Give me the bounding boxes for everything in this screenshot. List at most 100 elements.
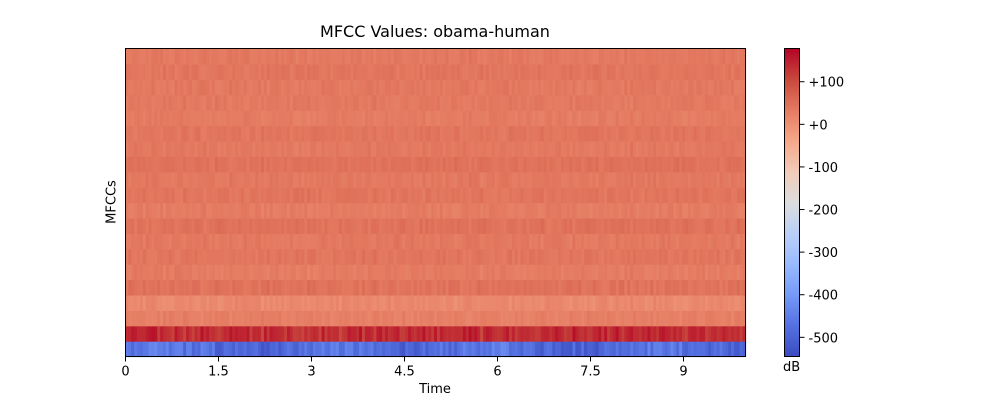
heatmap-cell	[670, 217, 674, 234]
heatmap-cell	[359, 233, 363, 250]
heatmap-cell	[684, 94, 689, 111]
heatmap-cell	[483, 310, 487, 327]
heatmap-cell	[370, 110, 375, 127]
heatmap-cell	[180, 140, 184, 157]
heatmap-cell	[304, 310, 308, 327]
heatmap-cell	[578, 94, 582, 111]
heatmap-cell	[162, 110, 167, 127]
heatmap-cell	[635, 341, 640, 358]
heatmap-cell	[321, 341, 326, 358]
heatmap-cell	[549, 264, 553, 281]
heatmap-cell	[252, 202, 256, 219]
heatmap-cell	[137, 110, 141, 127]
heatmap-cell	[315, 264, 320, 281]
heatmap-cell	[174, 310, 178, 327]
heatmap-cell	[673, 63, 677, 80]
heatmap-cell	[604, 140, 608, 157]
heatmap-cell	[295, 341, 300, 358]
heatmap-cell	[341, 294, 346, 311]
heatmap-cell	[647, 325, 651, 342]
heatmap-cell	[266, 325, 271, 342]
heatmap-cell	[232, 264, 236, 281]
heatmap-cell	[690, 63, 695, 80]
heatmap-cell	[223, 63, 228, 80]
heatmap-cell	[736, 94, 741, 111]
heatmap-cell	[716, 279, 721, 296]
heatmap-cell	[451, 202, 455, 219]
heatmap-cell	[650, 63, 654, 80]
heatmap-cell	[506, 264, 510, 281]
heatmap-cell	[552, 279, 556, 296]
heatmap-cell	[310, 341, 314, 358]
heatmap-cell	[460, 171, 464, 188]
heatmap-cell	[716, 310, 721, 327]
heatmap-cell	[705, 110, 709, 127]
heatmap-cell	[281, 217, 285, 234]
heatmap-cell	[390, 63, 395, 80]
heatmap-cell	[699, 110, 703, 127]
heatmap-cell	[641, 79, 646, 96]
heatmap-cell	[676, 187, 680, 204]
heatmap-cell	[578, 248, 582, 265]
heatmap-cell	[713, 341, 718, 358]
heatmap-cell	[638, 279, 643, 296]
heatmap-cell	[607, 248, 611, 265]
heatmap-cell	[684, 48, 689, 65]
heatmap-cell	[142, 264, 147, 281]
heatmap-cell	[540, 310, 545, 327]
heatmap-cell	[235, 125, 239, 142]
heatmap-cell	[382, 171, 386, 188]
heatmap-cell	[289, 94, 294, 111]
heatmap-cell	[656, 79, 660, 96]
heatmap-cell	[330, 79, 334, 96]
heatmap-cell	[682, 248, 686, 265]
heatmap-cell	[263, 125, 268, 142]
heatmap-cell	[491, 264, 496, 281]
heatmap-cell	[569, 264, 574, 281]
heatmap-cell	[206, 110, 210, 127]
heatmap-cell	[676, 325, 680, 342]
heatmap-cell	[356, 202, 360, 219]
heatmap-cell	[546, 248, 550, 265]
heatmap-cell	[232, 79, 236, 96]
heatmap-cell	[500, 156, 504, 173]
heatmap-cell	[428, 264, 432, 281]
heatmap-cell	[425, 156, 429, 173]
heatmap-cell	[627, 279, 631, 296]
heatmap-cell	[633, 217, 637, 234]
heatmap-cell	[595, 125, 600, 142]
heatmap-cell	[370, 217, 375, 234]
heatmap-cell	[696, 171, 700, 188]
heatmap-cell	[537, 140, 542, 157]
heatmap-cell	[229, 279, 233, 296]
heatmap-cell	[485, 187, 490, 204]
heatmap-cell	[240, 110, 245, 127]
heatmap-cell	[722, 233, 726, 250]
heatmap-cell	[485, 279, 490, 296]
heatmap-cell	[154, 233, 158, 250]
heatmap-cell	[543, 217, 548, 234]
heatmap-cell	[460, 156, 464, 173]
heatmap-cell	[592, 125, 597, 142]
heatmap-cell	[249, 233, 253, 250]
heatmap-cell	[494, 202, 499, 219]
heatmap-cell	[379, 294, 383, 311]
heatmap-cell	[125, 279, 129, 296]
heatmap-cell	[353, 279, 357, 296]
heatmap-cell	[194, 125, 199, 142]
heatmap-cell	[511, 248, 516, 265]
heatmap-cell	[716, 233, 721, 250]
heatmap-cell	[252, 125, 256, 142]
heatmap-cell	[506, 279, 510, 296]
heatmap-cell	[206, 310, 210, 327]
heatmap-cell	[710, 341, 715, 358]
heatmap-cell	[197, 294, 202, 311]
heatmap-cell	[462, 217, 467, 234]
heatmap-cell	[246, 217, 251, 234]
heatmap-cell	[436, 217, 441, 234]
heatmap-cell	[731, 264, 735, 281]
heatmap-cell	[684, 325, 689, 342]
heatmap-cell	[419, 233, 424, 250]
heatmap-cell	[321, 140, 326, 157]
heatmap-cell	[223, 125, 228, 142]
